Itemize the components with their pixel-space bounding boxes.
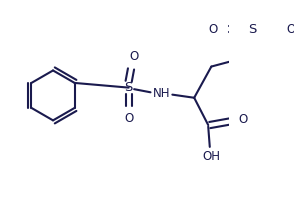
Text: O: O xyxy=(208,23,218,36)
Text: S: S xyxy=(248,23,256,36)
Text: O: O xyxy=(286,23,294,36)
Text: NH: NH xyxy=(153,87,170,100)
Text: O: O xyxy=(124,112,133,125)
Text: OH: OH xyxy=(202,150,220,163)
Text: S: S xyxy=(124,81,133,94)
Text: O: O xyxy=(238,113,247,126)
Text: O: O xyxy=(130,50,139,63)
